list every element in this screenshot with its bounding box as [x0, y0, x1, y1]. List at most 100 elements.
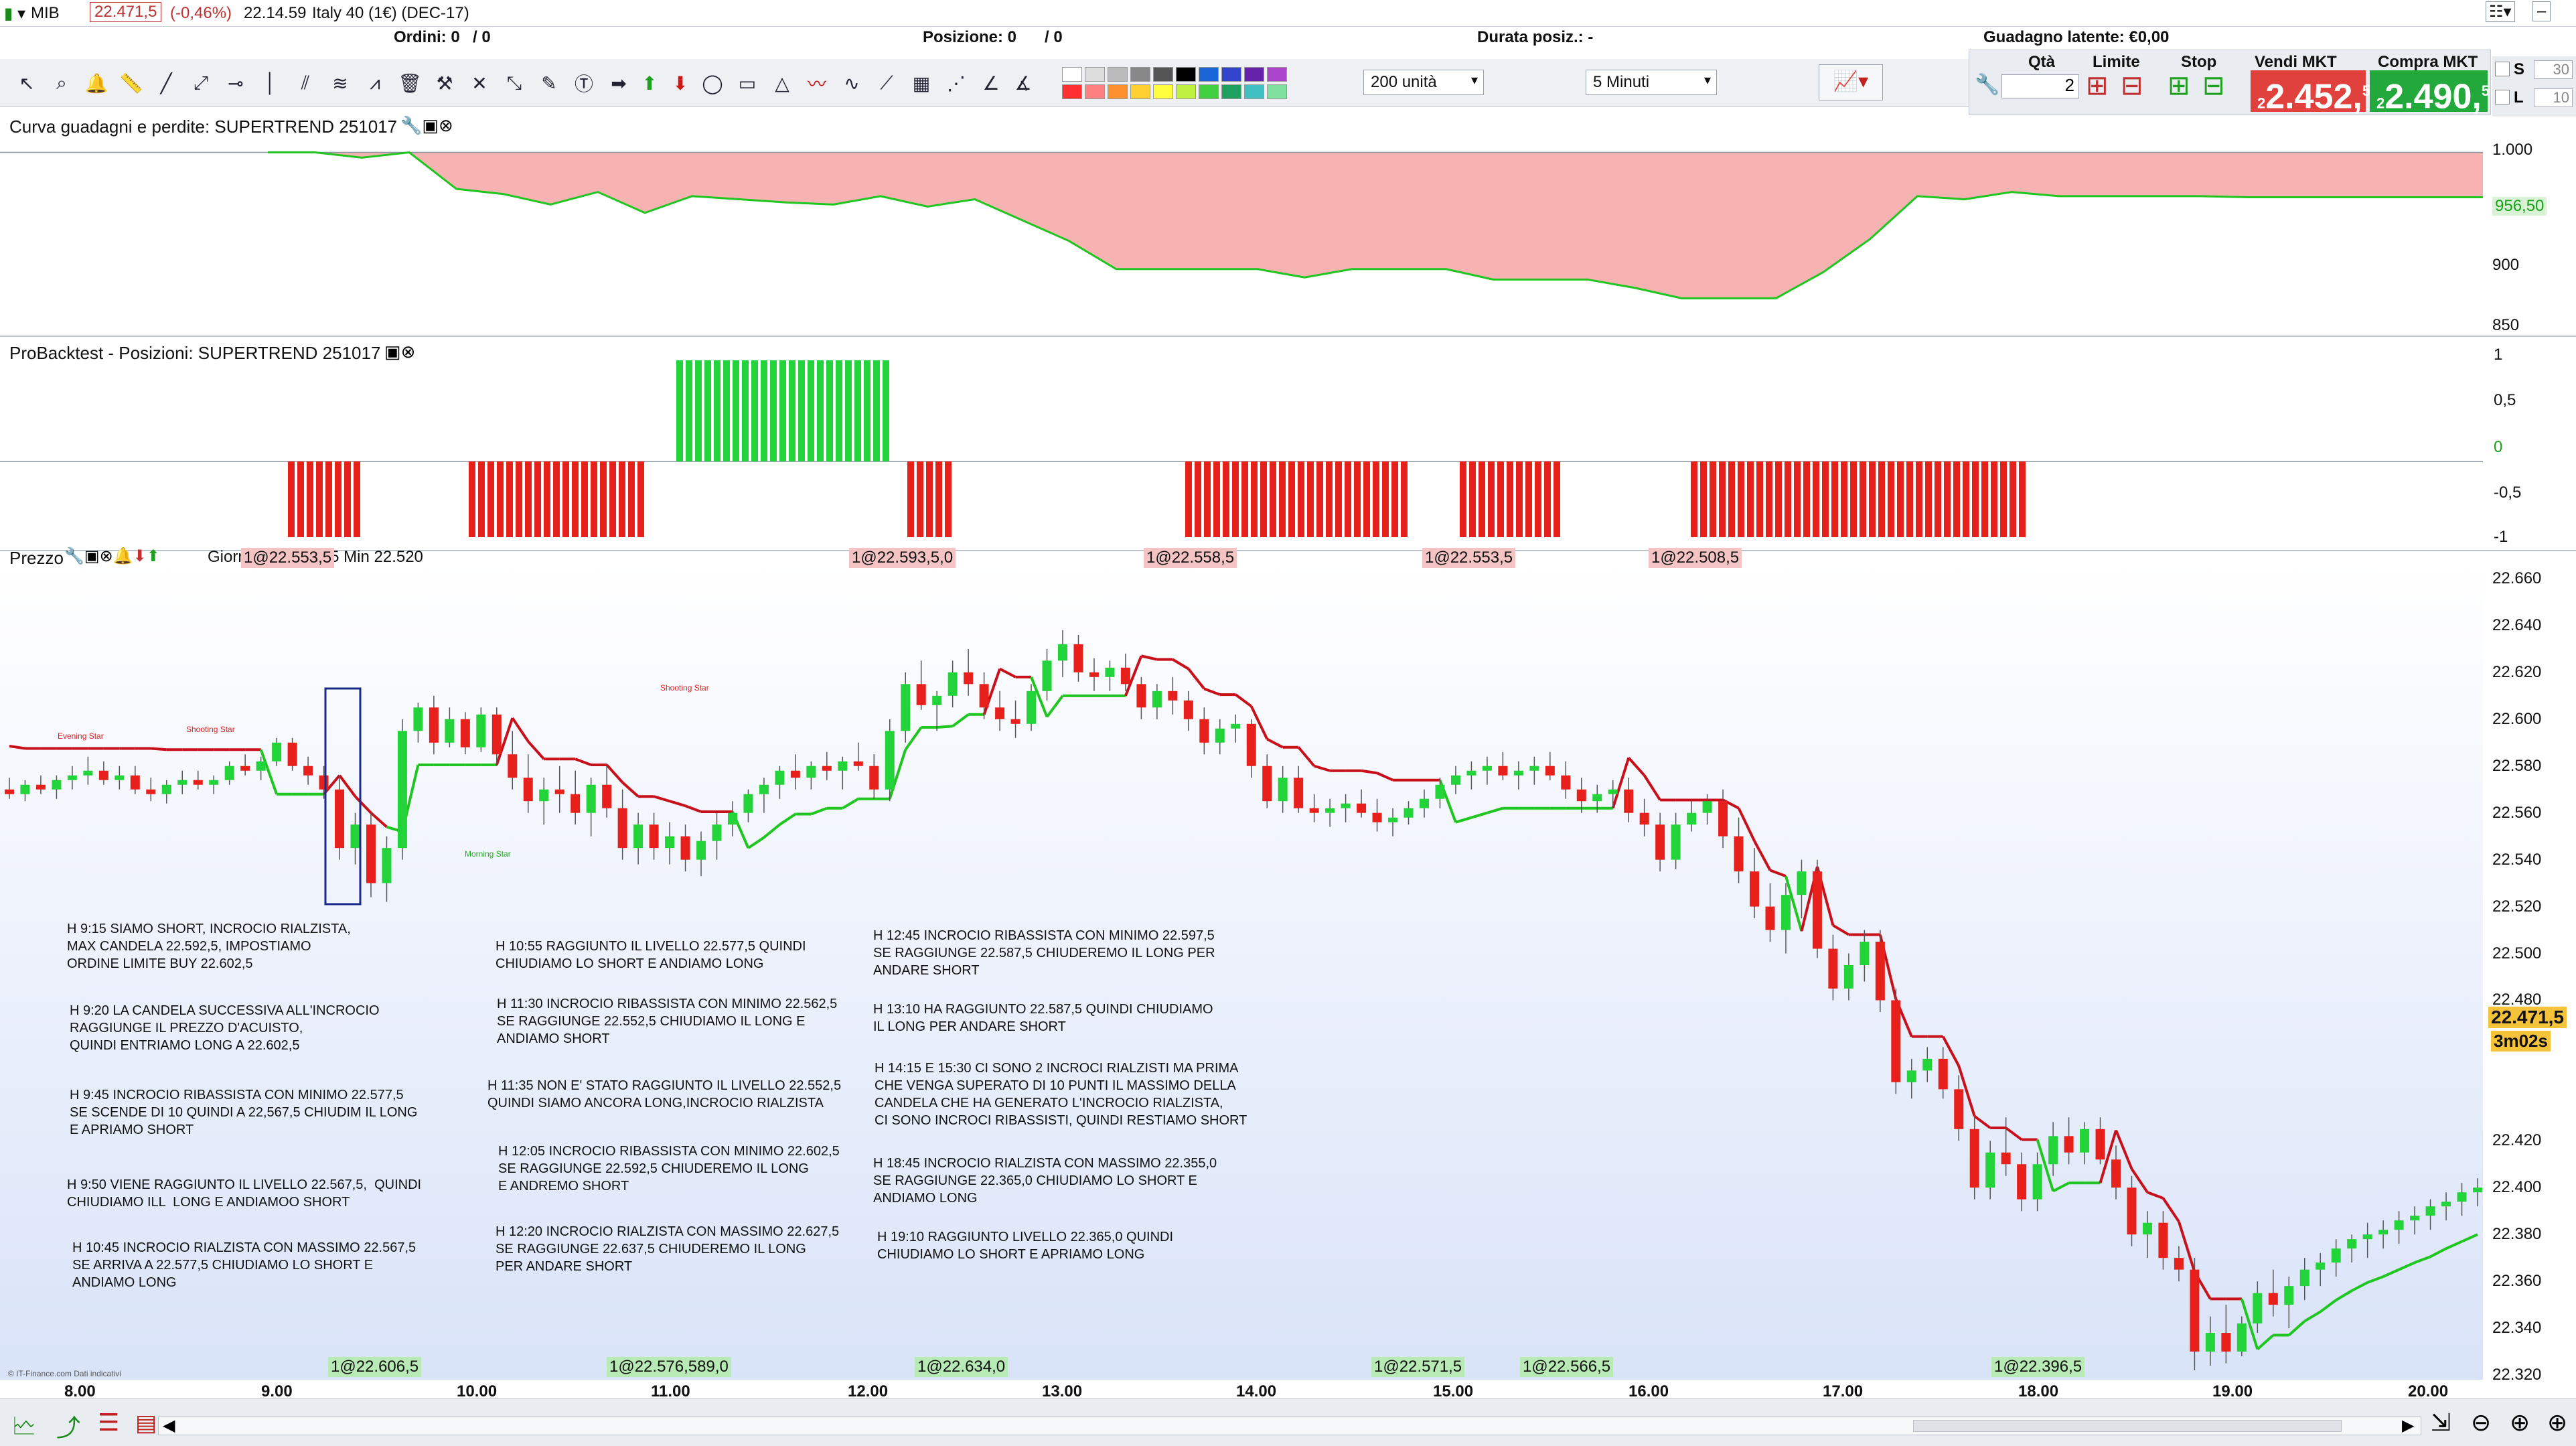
color-swatch[interactable]: [1199, 84, 1219, 99]
arrow-down-icon[interactable]: ⬇: [672, 72, 688, 94]
gann-icon[interactable]: ⟋: [880, 72, 893, 93]
layout-icon[interactable]: ▤: [135, 1411, 157, 1436]
color-swatch[interactable]: [1176, 67, 1196, 82]
triangle-icon[interactable]: △: [775, 72, 789, 94]
grid-icon[interactable]: ▦: [912, 72, 931, 94]
short-entry-label[interactable]: 1@22.508,5: [1649, 548, 1742, 568]
short-entry-label[interactable]: 1@22.558,5: [1144, 548, 1237, 568]
timeframe-select[interactable]: 5 Minuti ▾: [1586, 70, 1717, 95]
stop-points-input[interactable]: 30: [2534, 60, 2573, 79]
zoom-reset-icon[interactable]: ⊕: [2547, 1408, 2568, 1436]
trend-icon[interactable]: ⤴: [56, 1414, 81, 1441]
arrow-up-icon[interactable]: ⬆: [641, 72, 658, 94]
color-swatch[interactable]: [1153, 67, 1173, 82]
wrench-icon[interactable]: 🔧: [400, 115, 423, 135]
chart-area[interactable]: [0, 115, 2576, 1398]
color-swatch[interactable]: [1176, 84, 1196, 99]
ellipse-icon[interactable]: ◯: [702, 72, 723, 94]
scroll-left-icon[interactable]: ◀: [163, 1417, 175, 1435]
bell-icon[interactable]: 🔔: [112, 547, 133, 565]
limit-buy-icon[interactable]: ⊞: [2086, 71, 2109, 100]
pointer-icon[interactable]: ↖: [19, 72, 35, 94]
color-swatch[interactable]: [1062, 67, 1082, 82]
wrench-icon[interactable]: 🔧: [64, 547, 84, 565]
arrow-right-icon[interactable]: ➡: [611, 72, 627, 94]
trash-icon[interactable]: 🗑: [398, 72, 422, 94]
long-entry-label[interactable]: 1@22.396,5: [1991, 1357, 2085, 1377]
chart-view-icon[interactable]: 🗠: [12, 1412, 37, 1439]
color-swatch[interactable]: [1085, 67, 1105, 82]
color-swatch[interactable]: [1130, 67, 1150, 82]
zigzag-icon[interactable]: 〰: [807, 74, 826, 94]
color-swatch[interactable]: [1108, 67, 1128, 82]
units-select[interactable]: 200 unità ▾: [1363, 70, 1484, 95]
expand-icon[interactable]: ⤡: [506, 72, 522, 93]
horizontal-scrollbar[interactable]: ◀ ▶: [158, 1417, 2421, 1435]
list-icon[interactable]: ☰: [98, 1408, 120, 1436]
text-icon[interactable]: Ⓣ: [574, 74, 593, 94]
vertical-line-icon[interactable]: │: [264, 72, 277, 93]
color-swatch[interactable]: [1130, 84, 1150, 99]
line-icon[interactable]: ╱: [160, 72, 172, 94]
instrument-name[interactable]: MIB: [31, 4, 60, 22]
fan-icon[interactable]: ⋰: [947, 72, 966, 94]
limit-sell-icon[interactable]: ⊟: [2121, 71, 2143, 100]
ray-icon[interactable]: ⤢: [193, 72, 209, 93]
window-icon[interactable]: ▣: [384, 342, 401, 362]
color-swatch[interactable]: [1153, 84, 1173, 99]
pattern-icon[interactable]: ⩘: [370, 72, 380, 93]
short-entry-label[interactable]: 1@22.593,5,0: [849, 548, 956, 568]
buy-arrow-icon[interactable]: ⬆: [146, 547, 160, 565]
limit-checkbox[interactable]: [2495, 90, 2510, 104]
long-entry-label[interactable]: 1@22.571,5: [1371, 1357, 1465, 1377]
zoom-in-icon[interactable]: ⊕: [2510, 1408, 2530, 1436]
angle-icon[interactable]: ∠: [982, 72, 1000, 94]
color-swatch[interactable]: [1062, 84, 1082, 99]
hammer-icon[interactable]: ⚒: [436, 72, 453, 94]
rectangle-icon[interactable]: ▭: [738, 72, 757, 94]
long-entry-label[interactable]: 1@22.576,589,0: [607, 1357, 731, 1377]
sell-market-button[interactable]: 22.452,5: [2251, 70, 2370, 116]
angle-icon-2[interactable]: ∡: [1014, 72, 1032, 94]
short-entry-label[interactable]: 1@22.553,5: [241, 548, 335, 568]
short-entry-label[interactable]: 1@22.553,5: [1422, 548, 1516, 568]
horizontal-line-icon[interactable]: ⊸: [228, 72, 244, 94]
minimize-icon[interactable]: –: [2532, 1, 2551, 21]
color-swatch[interactable]: [1108, 84, 1128, 99]
buy-market-button[interactable]: 22.490,5: [2370, 70, 2490, 116]
zoom-out-icon[interactable]: ⊖: [2471, 1408, 2492, 1436]
color-swatch[interactable]: [1199, 67, 1219, 82]
wave-icon[interactable]: ∿: [844, 72, 860, 94]
alert-bell-icon[interactable]: 🔔: [84, 72, 108, 94]
ruler-icon[interactable]: 📏: [119, 72, 143, 94]
color-swatch[interactable]: [1244, 84, 1264, 99]
close-icon[interactable]: ⊗: [438, 115, 453, 135]
long-entry-label[interactable]: 1@22.606,5: [328, 1357, 422, 1377]
wrench-icon[interactable]: 🔧: [1975, 74, 2000, 96]
fibonacci-icon[interactable]: ≋: [332, 72, 348, 94]
long-entry-label[interactable]: 1@22.566,5: [1520, 1357, 1614, 1377]
window-icon[interactable]: ▣: [422, 115, 439, 135]
long-entry-label[interactable]: 1@22.634,0: [915, 1357, 1008, 1377]
color-swatch[interactable]: [1221, 67, 1241, 82]
color-swatch[interactable]: [1085, 84, 1105, 99]
stop-sell-icon[interactable]: ⊟: [2202, 71, 2225, 100]
stop-buy-icon[interactable]: ⊞: [2168, 71, 2190, 100]
sell-arrow-icon[interactable]: ⬇: [133, 547, 147, 565]
close-icon[interactable]: ⊗: [99, 547, 113, 565]
window-menu-icon[interactable]: ☷▾: [2486, 1, 2515, 22]
dropdown-icon[interactable]: ▾: [17, 5, 26, 23]
scroll-right-icon[interactable]: ▶: [2402, 1417, 2415, 1435]
color-swatch[interactable]: [1244, 67, 1264, 82]
scrollbar-thumb[interactable]: [1913, 1420, 2342, 1432]
cross-arrows-icon[interactable]: ✕: [471, 72, 487, 94]
color-swatch[interactable]: [1267, 67, 1287, 82]
channel-icon[interactable]: ⫽: [301, 72, 310, 93]
qty-input[interactable]: 2: [2001, 74, 2079, 98]
color-swatch[interactable]: [1221, 84, 1241, 99]
color-swatch[interactable]: [1267, 84, 1287, 99]
window-icon[interactable]: ▣: [84, 547, 100, 565]
zoom-icon[interactable]: ⌕: [56, 72, 67, 93]
close-icon[interactable]: ⊗: [400, 342, 416, 362]
auto-scroll-icon[interactable]: ⇲: [2431, 1408, 2451, 1436]
